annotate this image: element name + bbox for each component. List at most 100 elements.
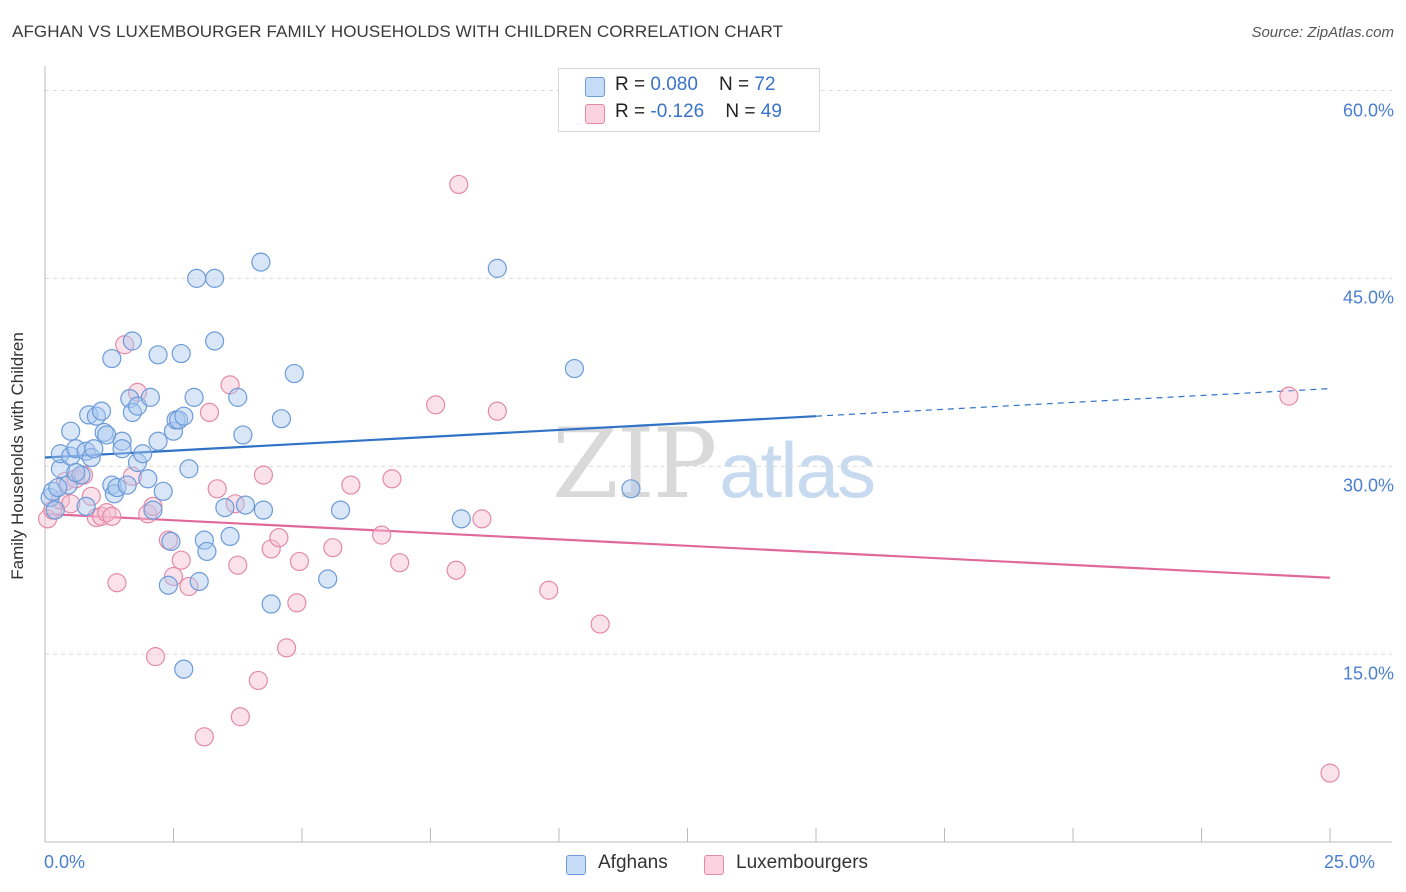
point-luxembourgers <box>446 560 466 580</box>
point-afghans <box>235 495 256 515</box>
legend-r-label: R = <box>615 74 651 95</box>
point-luxembourgers <box>253 465 274 485</box>
point-luxembourgers <box>426 395 446 415</box>
legend-r-label: R = <box>615 101 651 122</box>
point-afghans <box>45 500 65 520</box>
legend-r-value: -0.126 <box>650 101 705 122</box>
legend-n-label: N = <box>725 101 761 122</box>
point-luxembourgers <box>472 509 492 529</box>
x-tick-label-max: 25.0% <box>1324 852 1376 872</box>
point-afghans <box>158 575 178 595</box>
point-afghans <box>284 363 304 384</box>
bottom-legend-afghans: Afghans <box>598 852 668 873</box>
legend-swatch-afghans <box>585 77 605 97</box>
legend-n-value: 72 <box>754 74 776 95</box>
point-afghans <box>233 425 253 445</box>
point-luxembourgers <box>127 382 148 402</box>
point-luxembourgers <box>276 638 297 658</box>
point-afghans <box>171 343 191 364</box>
point-afghans <box>228 387 248 407</box>
point-afghans <box>153 481 173 501</box>
point-luxembourgers <box>372 525 392 545</box>
trend-line-afghans-extrapolated <box>815 388 1331 417</box>
point-afghans <box>122 331 142 351</box>
point-afghans <box>205 331 225 351</box>
point-afghans <box>194 530 214 550</box>
point-afghans <box>184 387 204 407</box>
point-afghans <box>174 659 194 679</box>
point-afghans <box>174 406 194 426</box>
point-afghans <box>161 531 181 552</box>
point-afghans <box>187 268 207 288</box>
legend-swatch-luxembourgers <box>585 104 605 124</box>
point-luxembourgers <box>390 553 410 573</box>
point-luxembourgers <box>539 580 559 600</box>
legend-n-value: 49 <box>760 101 782 122</box>
x-tick-label-min: 0.0% <box>44 852 86 872</box>
point-afghans <box>318 569 338 589</box>
point-afghans <box>50 459 71 479</box>
point-luxembourgers <box>81 486 101 506</box>
stats-legend: R = 0.080 N = 72 R = -0.126 N = 49 <box>558 68 820 132</box>
y-tick-label: 15.0% <box>1342 663 1394 684</box>
point-afghans <box>148 431 168 451</box>
legend-row-afghans: R = 0.080 N = 72 <box>615 74 776 98</box>
point-afghans <box>621 479 641 499</box>
point-afghans <box>143 500 163 520</box>
point-luxembourgers <box>199 402 220 423</box>
point-luxembourgers <box>261 539 281 559</box>
legend-row-luxembourgers: R = -0.126 N = 49 <box>615 101 782 125</box>
point-luxembourgers <box>228 555 248 575</box>
point-afghans <box>122 402 142 423</box>
point-luxembourgers <box>179 576 199 597</box>
point-afghans <box>253 500 274 520</box>
bottom-legend-swatch-luxembourgers <box>704 855 724 875</box>
point-afghans <box>564 358 585 379</box>
y-tick-label: 45.0% <box>1342 287 1394 308</box>
legend-r-value: 0.080 <box>650 74 698 95</box>
point-afghans <box>251 252 271 272</box>
point-luxembourgers <box>289 551 310 572</box>
point-afghans <box>102 348 122 369</box>
point-afghans <box>66 462 86 483</box>
point-luxembourgers <box>207 479 227 499</box>
point-afghans <box>84 439 104 459</box>
point-afghans <box>163 421 184 441</box>
point-afghans <box>61 421 81 441</box>
point-luxembourgers <box>225 494 245 514</box>
y-tick-label: 30.0% <box>1342 475 1394 496</box>
trend-line-afghans <box>44 415 817 459</box>
point-afghans <box>330 500 351 520</box>
point-luxembourgers <box>269 528 289 548</box>
chart-title: AFGHAN VS LUXEMBOURGER FAMILY HOUSEHOLDS… <box>12 22 784 41</box>
point-afghans <box>48 477 68 498</box>
point-afghans <box>215 497 235 518</box>
point-afghans <box>71 465 91 485</box>
point-afghans <box>220 526 240 547</box>
point-luxembourgers <box>1279 386 1299 406</box>
source-note: Source: ZipAtlas.com <box>1251 24 1394 41</box>
data-points <box>37 174 1340 783</box>
point-luxembourgers <box>230 707 250 727</box>
point-luxembourgers <box>287 593 307 613</box>
legend-n-label: N = <box>719 74 755 95</box>
bottom-legend-swatch-afghans <box>566 855 586 875</box>
point-afghans <box>169 410 189 430</box>
point-afghans <box>91 401 112 421</box>
point-luxembourgers <box>248 670 268 691</box>
point-luxembourgers <box>1320 763 1340 783</box>
point-afghans <box>76 441 96 461</box>
point-luxembourgers <box>97 503 117 523</box>
point-afghans <box>94 422 114 443</box>
bottom-legend-luxembourgers: Luxembourgers <box>736 852 869 873</box>
trend-lines <box>44 388 1331 579</box>
point-luxembourgers <box>382 469 402 489</box>
point-afghans <box>79 405 99 425</box>
point-luxembourgers <box>341 475 361 495</box>
point-afghans <box>138 469 158 489</box>
point-luxembourgers <box>102 506 122 526</box>
point-luxembourgers <box>107 573 127 593</box>
point-afghans <box>140 387 160 407</box>
point-afghans <box>487 258 507 278</box>
